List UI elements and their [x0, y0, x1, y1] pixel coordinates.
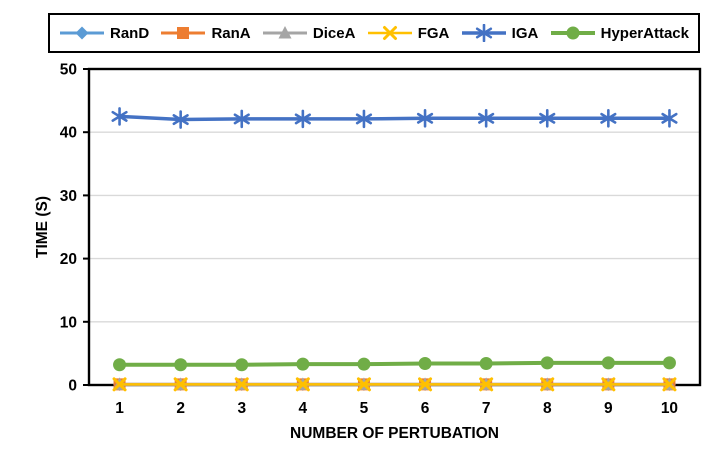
legend-item-RanA: RanA	[160, 24, 251, 42]
marker-HyperAttack-10	[662, 356, 676, 370]
x-tick-label-9: 9	[604, 400, 613, 417]
legend-marker-FGA-icon	[367, 26, 412, 40]
marker-HyperAttack-7	[479, 357, 493, 371]
y-tick-label-20: 20	[60, 251, 77, 268]
x-tick-label-6: 6	[421, 400, 430, 417]
marker-HyperAttack-9	[601, 356, 615, 370]
legend-label: RanD	[110, 24, 150, 42]
marker-HyperAttack-8	[540, 356, 554, 370]
legend-label: IGA	[511, 24, 539, 42]
marker-HyperAttack-6	[418, 357, 432, 371]
marker-HyperAttack-2	[174, 358, 188, 372]
x-tick-label-5: 5	[360, 400, 369, 417]
marker-IGA-4	[294, 109, 311, 129]
x-tick-label-3: 3	[237, 400, 246, 417]
marker-IGA-3	[233, 109, 250, 129]
x-tick-label-7: 7	[482, 400, 491, 417]
series-line-HyperAttack	[117, 360, 672, 367]
y-tick-label-50: 50	[60, 62, 77, 79]
marker-HyperAttack-4	[296, 357, 310, 371]
marker-FGA-8	[540, 377, 555, 392]
y-tick-label-40: 40	[60, 125, 77, 142]
legend-marker-RanA-icon	[161, 27, 206, 39]
legend-label: RanA	[211, 24, 251, 42]
x-tick-label-2: 2	[176, 400, 185, 417]
legend-glyph-square-icon	[177, 27, 190, 39]
legend-glyph-x-icon	[382, 26, 397, 40]
marker-FGA-3	[234, 377, 249, 392]
y-tick-label-0: 0	[68, 378, 77, 395]
marker-FGA-7	[479, 377, 494, 392]
marker-IGA-10	[661, 108, 678, 128]
marker-FGA-5	[356, 377, 371, 392]
marker-IGA-9	[600, 108, 617, 128]
legend-item-RanD: RanD	[59, 24, 149, 42]
legend-glyph-triangle-icon	[278, 26, 292, 39]
marker-FGA-2	[173, 377, 188, 392]
legend-glyph-diamond-icon	[75, 26, 89, 40]
marker-HyperAttack-3	[235, 358, 249, 372]
marker-IGA-8	[539, 108, 556, 128]
legend-label: FGA	[417, 24, 450, 42]
marker-IGA-1	[111, 107, 128, 126]
x-tick-label-8: 8	[543, 400, 552, 417]
y-tick-label-10: 10	[60, 314, 77, 331]
legend-item-FGA: FGA	[367, 24, 450, 42]
marker-FGA-4	[295, 377, 310, 392]
marker-FGA-9	[601, 377, 616, 392]
legend-marker-IGA-icon	[461, 24, 506, 42]
legend-glyph-asterisk-icon	[475, 24, 492, 42]
legend-label: DiceA	[312, 24, 356, 42]
legend-item-DiceA: DiceA	[262, 24, 356, 42]
legend-item-IGA: IGA	[461, 24, 539, 42]
legend-marker-RanD-icon	[60, 26, 104, 40]
chart-legend: RanD RanA DiceA FGA IGA HyperAttack	[48, 13, 700, 53]
marker-IGA-5	[355, 109, 373, 129]
marker-IGA-2	[172, 110, 189, 129]
legend-glyph-circle-icon	[566, 26, 580, 40]
marker-HyperAttack-1	[113, 358, 127, 372]
y-axis-title: TIME (S)	[34, 196, 51, 258]
x-tick-label-1: 1	[115, 400, 124, 417]
y-tick-label-30: 30	[60, 188, 77, 205]
marker-IGA-7	[478, 108, 495, 128]
marker-FGA-6	[418, 377, 433, 392]
marker-FGA-10	[662, 377, 677, 392]
marker-FGA-1	[112, 377, 127, 392]
x-tick-label-10: 10	[661, 400, 678, 417]
marker-HyperAttack-5	[357, 357, 371, 371]
x-tick-label-4: 4	[299, 400, 308, 417]
legend-item-HyperAttack: HyperAttack	[550, 24, 689, 42]
series-line-IGA	[117, 114, 672, 122]
x-axis-title: NUMBER OF PERTUBATION	[290, 425, 499, 442]
legend-marker-HyperAttack-icon	[550, 26, 595, 40]
marker-IGA-6	[416, 108, 434, 128]
legend-marker-DiceA-icon	[262, 26, 307, 39]
legend-label: HyperAttack	[600, 24, 689, 42]
